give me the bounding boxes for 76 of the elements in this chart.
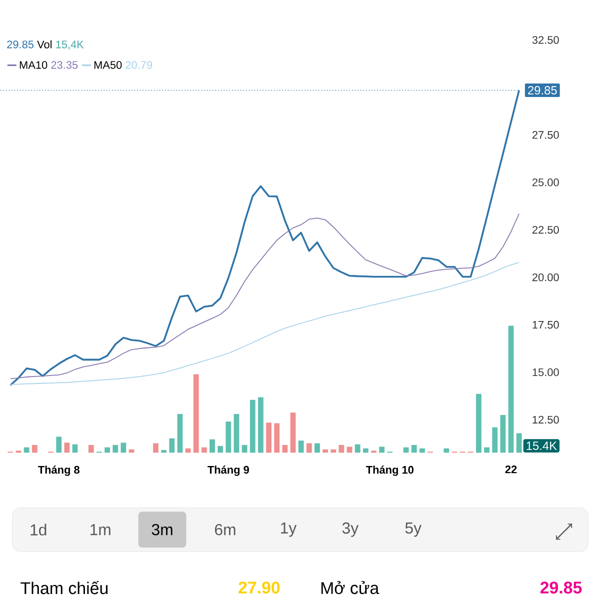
x-tick-label: Tháng 9 [208,466,249,476]
y-tick-label: 15.00 [532,368,559,376]
x-tick-label: 22 [505,466,517,474]
bar [258,397,264,453]
annotation: 20.79 [126,61,152,70]
annotation: 29.85 [7,40,34,49]
bar [419,448,425,453]
y-tick-label: 20.00 [532,274,559,282]
text: 15.4K [526,442,557,450]
legend-label: MA10 [20,61,48,70]
bar [161,450,167,453]
x-tick-label: Tháng 8 [38,466,80,476]
text: 6m [215,524,236,536]
bar [322,450,328,453]
bar [346,446,352,453]
bar [330,450,336,453]
bar [508,326,514,453]
bar [500,415,506,453]
bar [290,412,296,453]
bar [120,442,126,453]
text: 1m [90,524,110,536]
bar [379,446,385,453]
bar [411,445,417,453]
bar [169,438,175,453]
bar [338,445,344,453]
bar [88,445,94,453]
bar [153,444,158,453]
bar [314,444,320,453]
bar [210,440,215,453]
bar [492,428,498,453]
bar [250,400,256,453]
y-tick-label: 17.50 [532,321,559,329]
bar [218,446,224,453]
y-tick-label: 32.50 [532,36,559,44]
bar [242,445,248,453]
bar [362,448,368,453]
y-tick-label: 27.50 [532,131,559,139]
bar [444,448,450,453]
bar [484,448,490,453]
bar [354,444,360,453]
text: Mở cửa [321,581,380,594]
text: 3y [342,522,359,538]
bar [193,374,199,453]
bar [64,442,70,453]
y-tick-label: 22.50 [532,226,559,234]
text: 29.85 [540,582,582,594]
text: 27.90 [238,582,280,594]
bar [112,445,118,453]
text: 1y [281,522,297,537]
bar [234,414,240,453]
bar [274,423,280,453]
bar [306,444,312,453]
y-tick-label: 12.50 [532,416,559,424]
text: 5y [405,522,422,537]
bar [516,433,522,453]
bar [32,445,38,453]
text: Tham chiếu [20,581,108,594]
x-tick-label: Tháng 10 [366,466,414,476]
bar [56,436,62,453]
bar [282,445,288,453]
bar [266,422,272,453]
ref-line-label: 29.85 [528,86,557,95]
bar [201,448,207,453]
annotation: 23.35 [51,61,78,70]
text: 1d [30,524,46,536]
bar [24,448,30,453]
bar [177,414,183,453]
bar [476,394,482,453]
legend-label: MA50 [94,61,122,70]
annotation: Vol [37,40,52,49]
bar [298,440,304,453]
bar [104,448,110,453]
bar [226,422,232,453]
y-tick-label: 25.00 [532,178,559,186]
text: 3m [152,524,172,536]
annotation: 15,4K [56,40,84,50]
